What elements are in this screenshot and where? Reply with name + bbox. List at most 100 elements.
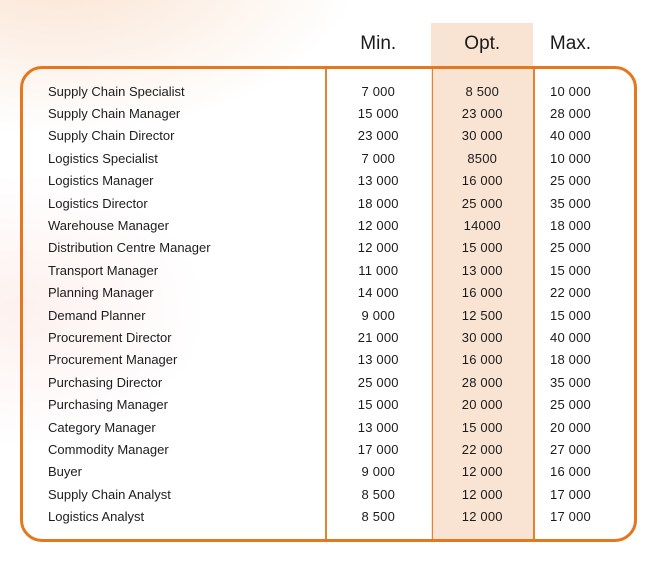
row-label: Procurement Manager <box>48 352 178 368</box>
row-label: Logistics Director <box>48 195 148 211</box>
row-opt: 12 000 <box>461 464 503 480</box>
row-min: 11 000 <box>358 262 399 278</box>
table-row: Warehouse Manager 12 000 14000 18 000 <box>23 214 634 236</box>
row-max: 22 000 <box>550 285 591 301</box>
row-label: Purchasing Director <box>48 374 163 390</box>
row-min: 8 500 <box>361 486 396 502</box>
row-max: 16 000 <box>550 464 591 480</box>
table-row: Logistics Analyst 8 500 12 000 17 000 <box>23 505 634 527</box>
row-min: 14 000 <box>357 285 399 301</box>
row-label: Logistics Manager <box>48 173 154 189</box>
row-label: Supply Chain Analyst <box>48 486 171 502</box>
row-label: Transport Manager <box>48 262 159 278</box>
row-max: 15 000 <box>550 262 591 278</box>
row-max: 35 000 <box>550 195 591 211</box>
table-row: Planning Manager 14 000 16 000 22 000 <box>23 282 634 304</box>
column-separator-1 <box>325 69 327 539</box>
row-label: Supply Chain Director <box>48 128 175 144</box>
row-label: Supply Chain Specialist <box>48 83 185 99</box>
opt-column-highlight <box>431 23 533 542</box>
row-opt: 14000 <box>463 218 501 234</box>
row-max: 40 000 <box>550 329 591 345</box>
row-min: 9 000 <box>361 464 396 480</box>
row-max: 18 000 <box>550 352 591 368</box>
row-label: Category Manager <box>48 419 156 435</box>
row-max: 17 000 <box>550 509 591 525</box>
row-label: Commodity Manager <box>48 441 169 457</box>
row-min: 18 000 <box>357 195 399 211</box>
table-row: Category Manager 13 000 15 000 20 000 <box>23 416 634 438</box>
column-separator-3 <box>533 69 535 539</box>
row-opt: 16 000 <box>461 285 503 301</box>
row-max: 28 000 <box>550 106 591 122</box>
row-label: Purchasing Manager <box>48 397 168 413</box>
row-min: 21 000 <box>357 329 399 345</box>
salary-table: Supply Chain Specialist 7 000 8 500 10 0… <box>20 66 637 542</box>
table-row: Transport Manager 11 000 13 000 15 000 <box>23 259 634 281</box>
row-min: 25 000 <box>357 374 399 390</box>
row-min: 7 000 <box>361 83 396 99</box>
column-separator-2 <box>431 69 433 539</box>
column-header-row: Min. Opt. Max. <box>23 25 634 63</box>
row-opt: 25 000 <box>461 195 503 211</box>
table-row: Supply Chain Manager 15 000 23 000 28 00… <box>23 102 634 124</box>
table-row: Buyer 9 000 12 000 16 000 <box>23 461 634 483</box>
table-row: Logistics Director 18 000 25 000 35 000 <box>23 192 634 214</box>
row-max: 25 000 <box>550 397 591 413</box>
column-header-max: Max. <box>549 33 592 54</box>
column-header-opt: Opt. <box>464 33 501 54</box>
row-opt: 28 000 <box>461 374 503 390</box>
table-row: Supply Chain Director 23 000 30 000 40 0… <box>23 125 634 147</box>
row-opt: 12 000 <box>461 509 503 525</box>
row-min: 8 500 <box>361 509 396 525</box>
row-opt: 23 000 <box>461 106 503 122</box>
row-max: 35 000 <box>550 374 591 390</box>
row-max: 27 000 <box>550 441 591 457</box>
row-max: 10 000 <box>550 83 591 99</box>
row-opt: 16 000 <box>461 352 503 368</box>
row-label: Demand Planner <box>48 307 146 323</box>
row-opt: 12 500 <box>461 307 503 323</box>
row-max: 20 000 <box>550 419 591 435</box>
row-opt: 13 000 <box>461 262 503 278</box>
table-row: Purchasing Manager 15 000 20 000 25 000 <box>23 393 634 415</box>
table-row: Supply Chain Specialist 7 000 8 500 10 0… <box>23 80 634 102</box>
row-opt: 16 000 <box>461 173 503 189</box>
table-row: Commodity Manager 17 000 22 000 27 000 <box>23 438 634 460</box>
row-min: 12 000 <box>357 240 399 256</box>
table-row: Logistics Specialist 7 000 8500 10 000 <box>23 147 634 169</box>
row-opt: 30 000 <box>461 329 503 345</box>
row-max: 10 000 <box>550 150 591 166</box>
row-opt: 8 500 <box>465 83 500 99</box>
row-label: Warehouse Manager <box>48 218 169 234</box>
row-label: Buyer <box>48 464 82 480</box>
row-min: 7 000 <box>361 150 396 166</box>
table-row: Procurement Director 21 000 30 000 40 00… <box>23 326 634 348</box>
row-max: 15 000 <box>550 307 591 323</box>
table-row: Purchasing Director 25 000 28 000 35 000 <box>23 371 634 393</box>
row-label: Procurement Director <box>48 329 172 345</box>
table-rows: Supply Chain Specialist 7 000 8 500 10 0… <box>23 69 634 539</box>
row-opt: 22 000 <box>461 441 503 457</box>
row-min: 15 000 <box>357 397 399 413</box>
row-min: 13 000 <box>357 173 399 189</box>
table-row: Supply Chain Analyst 8 500 12 000 17 000 <box>23 483 634 505</box>
row-max: 25 000 <box>550 240 591 256</box>
row-min: 15 000 <box>357 106 399 122</box>
row-label: Distribution Centre Manager <box>48 240 211 256</box>
table-row: Demand Planner 9 000 12 500 15 000 <box>23 304 634 326</box>
column-header-min: Min. <box>360 33 397 54</box>
row-min: 13 000 <box>357 419 399 435</box>
row-opt: 15 000 <box>461 419 503 435</box>
table-row: Distribution Centre Manager 12 000 15 00… <box>23 237 634 259</box>
row-max: 18 000 <box>550 218 591 234</box>
row-label: Logistics Specialist <box>48 150 158 166</box>
row-min: 23 000 <box>357 128 399 144</box>
row-label: Planning Manager <box>48 285 154 301</box>
row-opt: 12 000 <box>461 486 503 502</box>
row-max: 40 000 <box>550 128 591 144</box>
table-row: Logistics Manager 13 000 16 000 25 000 <box>23 170 634 192</box>
table-row: Procurement Manager 13 000 16 000 18 000 <box>23 349 634 371</box>
row-min: 17 000 <box>357 441 399 457</box>
